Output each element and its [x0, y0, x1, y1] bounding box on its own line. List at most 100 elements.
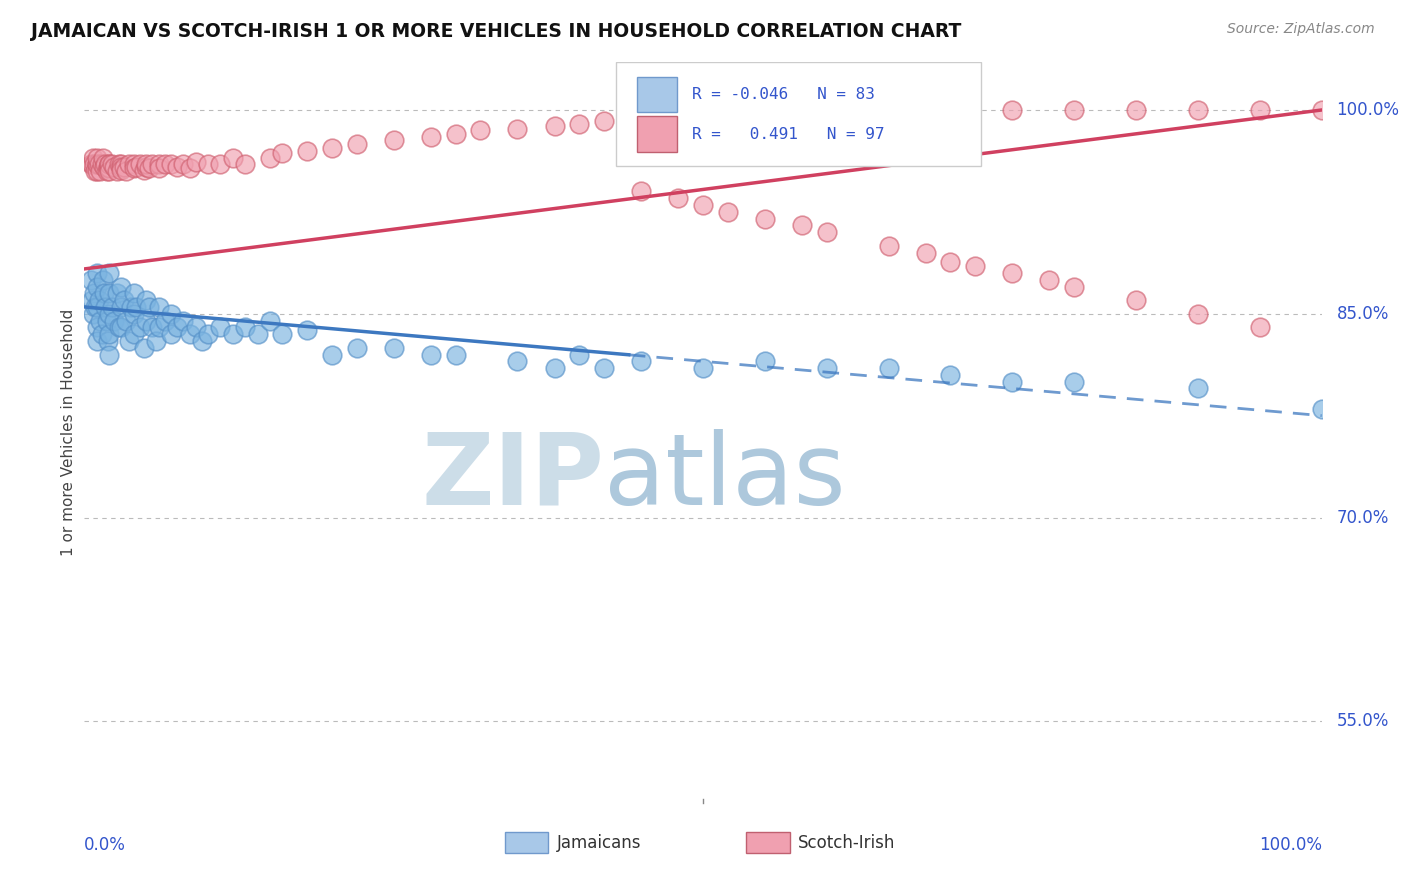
Point	[1310, 401, 1333, 416]
Point	[132, 341, 155, 355]
Point	[1063, 279, 1085, 293]
Point	[153, 313, 176, 327]
Point	[568, 347, 591, 361]
Point	[179, 161, 201, 176]
Point	[184, 154, 207, 169]
Point	[98, 347, 121, 361]
Point	[172, 313, 194, 327]
Point	[184, 320, 207, 334]
Point	[754, 107, 776, 121]
Point	[160, 307, 183, 321]
Point	[98, 157, 121, 171]
Point	[80, 293, 103, 308]
Bar	[637, 77, 678, 112]
Point	[125, 160, 148, 174]
Point	[96, 313, 118, 327]
Point	[103, 160, 125, 174]
Text: Jamaicans: Jamaicans	[557, 834, 641, 852]
Point	[717, 205, 740, 219]
Point	[160, 157, 183, 171]
Point	[122, 307, 145, 321]
Point	[295, 323, 318, 337]
Point	[630, 112, 652, 127]
Point	[86, 279, 108, 293]
Point	[83, 157, 105, 171]
Point	[1001, 375, 1024, 389]
Point	[86, 334, 108, 348]
Point	[135, 313, 157, 327]
Point	[259, 151, 281, 165]
Point	[118, 334, 141, 348]
Point	[86, 164, 108, 178]
Text: 55.0%: 55.0%	[1337, 713, 1389, 731]
Point	[692, 110, 714, 124]
Point	[148, 157, 170, 171]
Point	[135, 157, 157, 171]
Point	[666, 111, 689, 125]
Point	[94, 300, 117, 314]
Point	[877, 104, 900, 119]
Point	[630, 354, 652, 368]
Point	[82, 307, 104, 321]
Point	[630, 185, 652, 199]
Point	[914, 245, 936, 260]
Text: 70.0%: 70.0%	[1337, 508, 1389, 526]
Point	[382, 341, 405, 355]
Point	[965, 259, 987, 273]
Point	[132, 162, 155, 177]
Point	[1038, 273, 1060, 287]
Point	[138, 300, 160, 314]
Point	[568, 117, 591, 131]
Point	[209, 157, 232, 171]
Point	[815, 225, 838, 239]
Point	[790, 219, 813, 233]
Text: 100.0%: 100.0%	[1258, 836, 1322, 855]
Point	[692, 361, 714, 376]
Point	[112, 160, 135, 174]
Point	[1249, 320, 1271, 334]
Point	[470, 123, 492, 137]
Point	[295, 144, 318, 158]
Point	[105, 286, 128, 301]
Point	[222, 151, 245, 165]
Point	[122, 157, 145, 171]
Point	[1187, 103, 1209, 117]
Point	[84, 300, 107, 314]
Point	[90, 327, 112, 342]
Point	[135, 160, 157, 174]
Point	[141, 157, 163, 171]
Bar	[505, 832, 548, 853]
FancyBboxPatch shape	[616, 62, 981, 166]
Point	[135, 293, 157, 308]
Point	[93, 286, 115, 301]
Point	[98, 266, 121, 280]
Point	[108, 320, 131, 334]
Point	[444, 347, 467, 361]
Point	[86, 157, 108, 171]
Point	[543, 120, 565, 134]
Point	[419, 130, 441, 145]
Text: 85.0%: 85.0%	[1337, 305, 1389, 323]
Point	[259, 313, 281, 327]
Point	[233, 157, 256, 171]
Point	[271, 327, 294, 342]
Point	[197, 157, 219, 171]
Text: ZIP: ZIP	[422, 428, 605, 525]
Point	[100, 157, 122, 171]
Point	[91, 151, 114, 165]
Point	[98, 161, 121, 176]
Point	[141, 320, 163, 334]
Point	[153, 157, 176, 171]
Point	[110, 157, 132, 171]
Point	[120, 300, 142, 314]
Point	[110, 160, 132, 174]
Point	[115, 313, 138, 327]
Text: 100.0%: 100.0%	[1337, 101, 1399, 119]
Point	[145, 334, 167, 348]
Point	[93, 160, 115, 174]
Point	[1187, 307, 1209, 321]
Point	[86, 266, 108, 280]
Point	[939, 103, 962, 117]
Point	[97, 160, 120, 174]
Point	[98, 327, 121, 342]
